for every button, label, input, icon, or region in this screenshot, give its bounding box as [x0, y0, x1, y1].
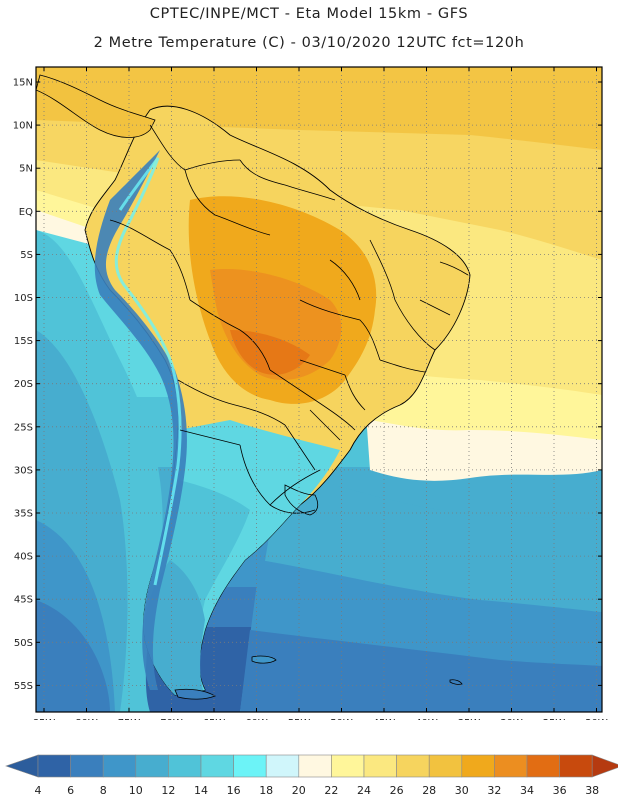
lon-label: 40W: [415, 718, 438, 720]
lon-label: 85W: [33, 718, 56, 720]
lat-label: 20S: [14, 379, 33, 390]
colorbar-box: [135, 754, 169, 778]
lon-label: 55W: [288, 718, 311, 720]
colorbar-label: 18: [259, 784, 273, 797]
colorbar-box: [363, 754, 397, 778]
colorbar-label: 14: [194, 784, 208, 797]
lat-label: 5S: [20, 250, 33, 261]
colorbar-label: 24: [357, 784, 371, 797]
colorbar-box: [168, 754, 202, 778]
colorbar-label: 4: [35, 784, 42, 797]
lat-label: 10N: [13, 121, 33, 132]
colorbar-box: [428, 754, 463, 778]
colorbar-label: 26: [390, 784, 404, 797]
lat-label: 35S: [14, 509, 33, 520]
lon-label: 35W: [458, 718, 481, 720]
colorbar-box: [331, 754, 365, 778]
lon-label: 75W: [118, 718, 141, 720]
lat-label: 55S: [14, 681, 33, 692]
colorbar-label: 8: [100, 784, 107, 797]
map-frame: [35, 66, 603, 713]
colorbar-box: [298, 754, 332, 778]
colorbar-box: [396, 754, 430, 778]
lon-label: 45W: [373, 718, 396, 720]
lon-label: 80W: [75, 718, 98, 720]
latitude-labels: 15N 10N 5N EQ 5S 10S 15S 20S 25S 30S 35S 40S 45S 50S 5…: [13, 78, 33, 692]
colorbar-low-arrow: [5, 754, 39, 778]
lat-label: EQ: [19, 207, 33, 218]
lon-label: 65W: [203, 718, 226, 720]
colorbar-box: [102, 754, 137, 778]
colorbar-box: [70, 754, 104, 778]
lat-label: 50S: [14, 638, 33, 649]
colorbar-box: [461, 754, 495, 778]
lon-label: 60W: [245, 718, 268, 720]
lon-label: 70W: [160, 718, 183, 720]
longitude-labels: 85W 80W 75W 70W 65W 60W 55W 50W 45W 40W 35W 30W 25W 2…: [33, 718, 608, 720]
colorbar-label: 16: [227, 784, 241, 797]
colorbar-box: [265, 754, 300, 778]
colorbar-label: 12: [161, 784, 175, 797]
colorbar-box: [233, 754, 267, 778]
lat-label: 45S: [14, 595, 33, 606]
colorbar-label: 34: [520, 784, 534, 797]
lat-label: 5N: [19, 164, 33, 175]
colorbar-label: 20: [292, 784, 306, 797]
lat-label: 30S: [14, 465, 33, 476]
map-title: CPTEC/INPE/MCT - Eta Model 15km - GFS: [149, 6, 469, 22]
lat-label: 40S: [14, 552, 33, 563]
colorbar-label: 28: [422, 784, 436, 797]
lon-label: 30W: [500, 718, 523, 720]
colorbar-box: [37, 754, 71, 778]
colorbar-box: [526, 754, 560, 778]
colorbar-label: 38: [585, 784, 599, 797]
lon-label: 25W: [543, 718, 566, 720]
colorbar-label: 36: [553, 784, 567, 797]
lat-label: 25S: [14, 422, 33, 433]
colorbar-box: [200, 754, 234, 778]
lat-label: 15N: [13, 78, 33, 89]
colorbar-box: [494, 754, 528, 778]
temperature-map: 15N 10N 5N EQ 5S 10S 15S 20S 25S 30S 35S 40S 45S 50S 5…: [13, 66, 608, 720]
colorbar-box: [559, 754, 593, 778]
lat-label: 10S: [14, 293, 33, 304]
axis-ticks: [36, 67, 602, 712]
lat-label: 15S: [14, 336, 33, 347]
lon-label: 20W: [585, 718, 608, 720]
colorbar-label: 10: [129, 784, 143, 797]
colorbar-label: 32: [487, 784, 501, 797]
map-subtitle: 2 Metre Temperature (C) - 03/10/2020 12U…: [93, 35, 525, 51]
colorbar-label: 30: [455, 784, 469, 797]
colorbar-label: 6: [67, 784, 74, 797]
colorbar-high-arrow: [591, 754, 618, 778]
lon-label: 50W: [330, 718, 353, 720]
colorbar-label: 22: [324, 784, 338, 797]
